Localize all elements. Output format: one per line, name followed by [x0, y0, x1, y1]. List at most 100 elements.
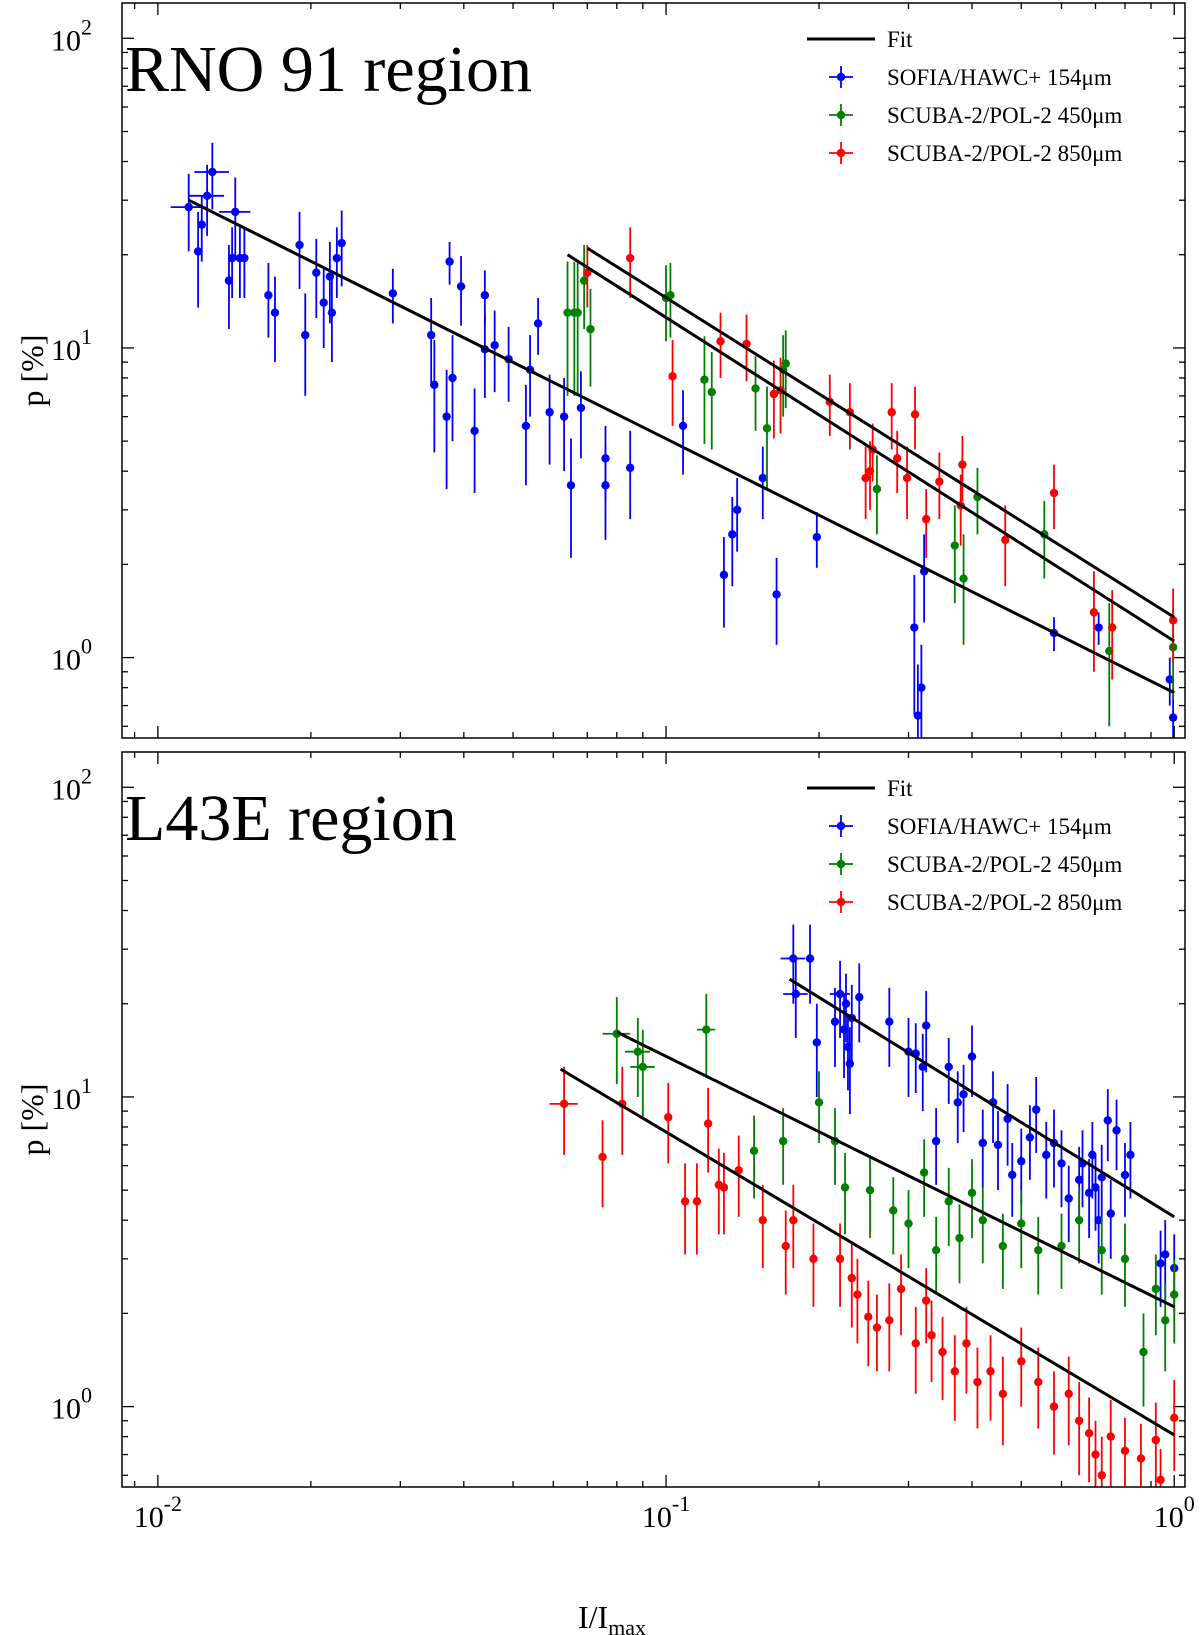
- y-axis-label: p [%]: [14, 1084, 50, 1156]
- data-point: [887, 408, 896, 417]
- fit-line: [788, 977, 1176, 1219]
- series: [563, 244, 1178, 727]
- data-point: [1042, 1150, 1051, 1160]
- y-tick-label: 102: [51, 14, 92, 57]
- data-point: [1170, 1290, 1179, 1299]
- data-point: [919, 1168, 929, 1177]
- data-point: [573, 308, 582, 317]
- data-point: [716, 337, 725, 346]
- fit-layer: [559, 977, 1176, 1437]
- data-point: [586, 324, 595, 334]
- data-point: [959, 574, 968, 583]
- data-point: [633, 1047, 643, 1056]
- data-point: [1001, 535, 1010, 545]
- legend-swatch-marker: [836, 72, 846, 82]
- data-point: [959, 1090, 968, 1099]
- data-point: [917, 683, 926, 692]
- series: [170, 142, 1178, 738]
- data-point: [480, 291, 490, 300]
- data-point: [758, 1215, 767, 1225]
- data-point: [781, 1241, 790, 1251]
- data-point: [993, 1140, 1003, 1150]
- data-point: [1017, 1157, 1026, 1166]
- data-point: [1161, 1316, 1170, 1325]
- data-point: [208, 167, 217, 177]
- y-tick-label: 100: [51, 1383, 92, 1426]
- data-point: [448, 373, 457, 383]
- data-point: [193, 247, 203, 256]
- axis-ticks: [122, 752, 1185, 1487]
- data-point: [872, 484, 882, 494]
- data-point: [445, 257, 454, 266]
- data-point: [931, 1136, 941, 1146]
- legend-swatch-marker: [836, 821, 846, 831]
- data-point: [805, 954, 815, 963]
- data-point: [719, 1183, 729, 1192]
- data-point: [892, 454, 902, 463]
- data-point: [950, 541, 959, 550]
- data-point: [978, 1138, 987, 1148]
- data-point: [559, 412, 569, 421]
- data-point: [791, 989, 800, 999]
- legend-swatch-marker: [836, 110, 846, 120]
- series: [549, 1066, 1179, 1487]
- data-point: [1156, 1475, 1165, 1485]
- data-point: [1103, 1116, 1112, 1125]
- data-point: [769, 389, 779, 399]
- data-point: [692, 1197, 702, 1206]
- data-point: [430, 380, 439, 390]
- data-point: [889, 1206, 898, 1215]
- data-point: [986, 1367, 995, 1376]
- data-point: [789, 954, 798, 963]
- data-point: [707, 387, 716, 397]
- data-point: [762, 424, 772, 433]
- data-point: [202, 191, 212, 200]
- data-point: [1034, 1377, 1043, 1387]
- data-point: [1097, 1173, 1106, 1182]
- data-point: [978, 1215, 987, 1225]
- data-point: [1097, 1471, 1106, 1480]
- panel-title: L43E region: [125, 782, 457, 855]
- data-point: [1139, 1347, 1148, 1357]
- data-point: [935, 477, 944, 486]
- data-point: [872, 1323, 882, 1332]
- data-point: [918, 1062, 927, 1072]
- data-point: [426, 330, 436, 340]
- data-point: [1049, 1402, 1059, 1411]
- data-point: [1106, 1432, 1115, 1441]
- series: [602, 993, 1179, 1407]
- data-point: [910, 623, 919, 632]
- data-point: [1126, 1150, 1135, 1160]
- data-point: [1008, 1170, 1017, 1180]
- data-point: [388, 289, 398, 298]
- data-point: [1151, 1284, 1161, 1294]
- data-point: [809, 1254, 818, 1264]
- data-point: [1094, 1215, 1103, 1225]
- data-point: [1031, 1105, 1041, 1114]
- data-point: [566, 481, 576, 490]
- fit-line: [616, 1030, 1175, 1309]
- y-axis-label: p [%]: [14, 335, 50, 407]
- x-axis-label-base: I/I: [578, 1599, 608, 1635]
- data-point: [563, 308, 572, 317]
- data-point: [1156, 1259, 1165, 1268]
- data-point: [295, 240, 304, 250]
- data-point: [1120, 1254, 1130, 1264]
- axis-ticks: [122, 3, 1185, 738]
- panel-l43e: 100 101 102 10-2 10-1 100 p [%] L43E region Fit S…: [14, 751, 1195, 1534]
- data-point: [913, 711, 923, 720]
- data-point: [1161, 1250, 1170, 1259]
- data-point: [1084, 1188, 1094, 1198]
- data-point: [772, 590, 781, 599]
- data-point: [1108, 623, 1117, 632]
- data-point: [1136, 1454, 1146, 1463]
- data-point: [601, 481, 610, 490]
- data-point: [521, 421, 531, 431]
- data-point: [332, 253, 342, 263]
- data-point: [1049, 488, 1059, 498]
- data-point: [938, 1347, 947, 1357]
- data-point: [885, 1316, 894, 1325]
- data-point: [270, 308, 280, 317]
- data-point: [962, 1339, 971, 1348]
